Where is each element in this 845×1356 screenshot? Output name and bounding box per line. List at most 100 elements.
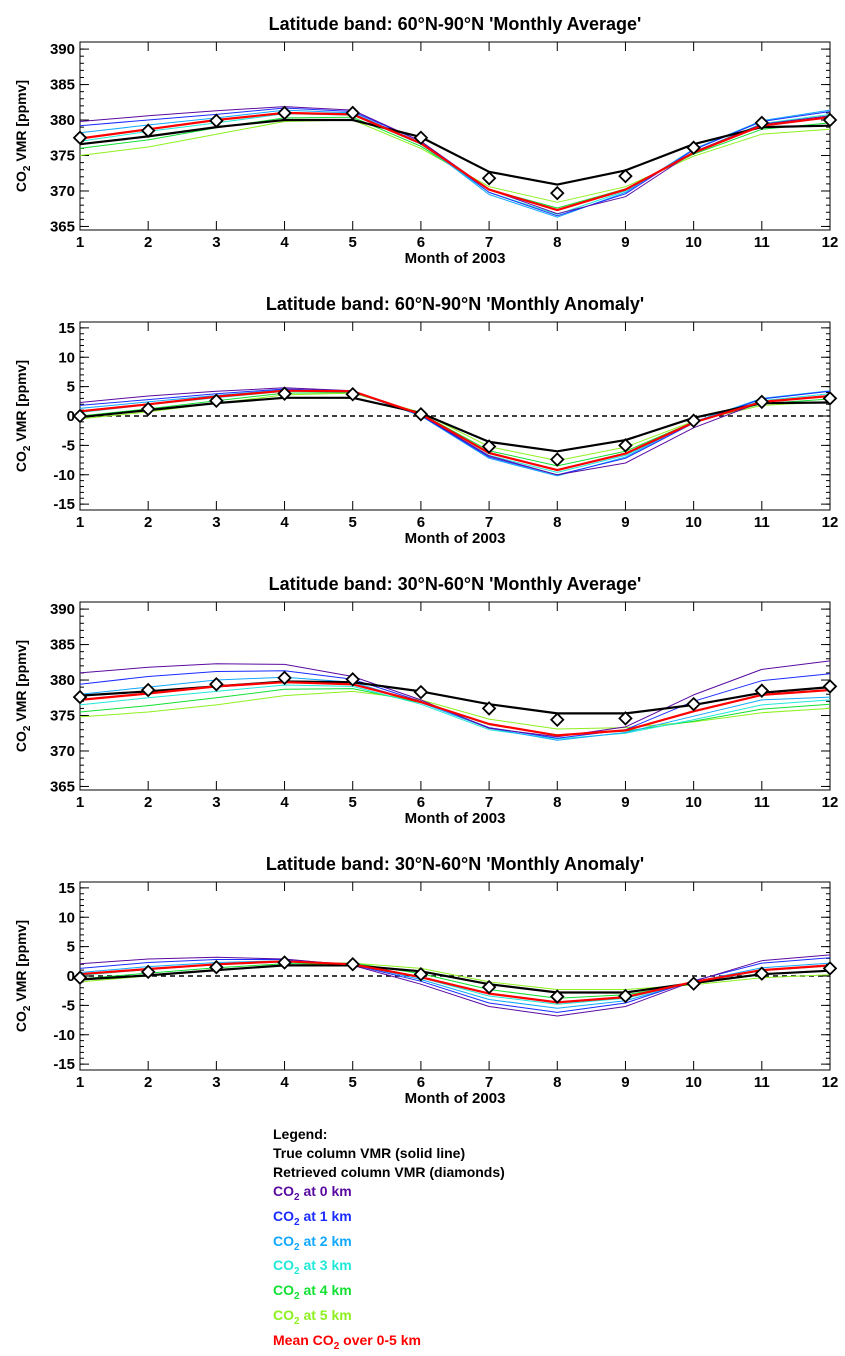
series-line-true: [79, 964, 831, 994]
retrieved-diamond: [209, 113, 224, 129]
chart-panel-1: Latitude band: 60°N-90°N 'Monthly Averag…: [13, 14, 838, 267]
retrieved-diamond: [481, 979, 497, 995]
series-line-mean: [79, 111, 831, 212]
legend-km5: CO2 at 5 km: [273, 1306, 352, 1327]
y-tick-label: -15: [53, 1056, 75, 1073]
legend-km3: CO2 at 3 km: [273, 1257, 352, 1278]
retrieved-diamond: [686, 140, 701, 155]
retrieved-diamond: [481, 439, 497, 454]
retrieved-diamond: [822, 391, 838, 406]
x-tick-label: 3: [212, 514, 220, 531]
retrieved-diamond: [686, 413, 701, 428]
x-tick-label: 9: [621, 514, 629, 531]
x-tick-label: 11: [754, 514, 770, 531]
retrieved-diamond: [481, 701, 497, 716]
x-tick-label: 10: [685, 1074, 702, 1091]
retrieved-diamond: [754, 115, 770, 131]
series-line-km4: [79, 688, 831, 736]
y-tick-label: -5: [62, 997, 75, 1014]
retrieved-diamond: [549, 989, 565, 1004]
legend-heading: Legend:: [273, 1126, 328, 1142]
series-line-km2: [79, 676, 831, 741]
x-tick-label: 1: [76, 234, 84, 251]
x-tick-label: 6: [417, 514, 425, 531]
retrieved-diamond: [618, 168, 633, 184]
retrieved-diamond: [277, 670, 292, 686]
chart-title: Latitude band: 30°N-60°N 'Monthly Anomal…: [266, 854, 644, 874]
y-tick-label: 385: [50, 637, 75, 654]
x-tick-label: 6: [417, 794, 425, 811]
x-tick-label: 2: [144, 1074, 152, 1091]
x-tick-label: 5: [349, 1074, 357, 1091]
retrieved-diamond: [277, 955, 292, 970]
chart-panel-2: Latitude band: 60°N-90°N 'Monthly Anomal…: [13, 294, 838, 547]
chart-title: Latitude band: 60°N-90°N 'Monthly Anomal…: [266, 294, 644, 314]
x-tick-label: 4: [280, 1074, 289, 1091]
retrieved-diamond: [209, 393, 224, 408]
x-tick-label: 6: [417, 234, 425, 251]
x-tick-label: 12: [822, 1074, 839, 1091]
x-tick-label: 7: [485, 794, 493, 811]
retrieved-diamond: [140, 123, 156, 138]
y-axis-label: CO2 VMR [ppmv]: [13, 80, 33, 192]
x-tick-label: 3: [212, 794, 220, 811]
x-tick-label: 5: [349, 514, 357, 531]
retrieved-diamond: [413, 406, 429, 422]
retrieved-diamond: [345, 672, 361, 687]
retrieved-diamond: [277, 105, 292, 121]
retrieved-diamond: [277, 386, 292, 401]
series-line-true: [79, 396, 831, 453]
x-tick-label: 6: [417, 1074, 425, 1091]
retrieved-diamond: [72, 130, 88, 146]
retrieved-diamond: [549, 185, 565, 201]
series-line-mean: [79, 960, 831, 1004]
chart-panel-4: Latitude band: 30°N-60°N 'Monthly Anomal…: [13, 854, 838, 1107]
retrieved-diamond: [822, 961, 838, 976]
retrieved-diamond: [549, 712, 565, 728]
y-tick-label: 365: [50, 218, 75, 235]
retrieved-diamond: [413, 684, 429, 700]
retrieved-diamond: [618, 711, 633, 726]
chart-panel-3: Latitude band: 30°N-60°N 'Monthly Averag…: [13, 574, 838, 827]
retrieved-diamond: [618, 438, 633, 453]
series-line-km0: [79, 954, 831, 1017]
x-tick-label: 10: [685, 234, 702, 251]
retrieved-diamond: [686, 696, 701, 712]
retrieved-diamond: [140, 401, 156, 417]
x-tick-label: 9: [621, 1074, 629, 1091]
y-tick-label: 10: [58, 349, 75, 366]
legend-km0: CO2 at 0 km: [273, 1183, 352, 1203]
y-tick-label: -10: [53, 467, 75, 484]
x-tick-label: 9: [621, 234, 629, 251]
x-tick-label: 3: [212, 234, 220, 251]
series-line-km0: [79, 387, 831, 476]
y-tick-label: 5: [67, 939, 75, 956]
x-tick-label: 12: [822, 234, 839, 251]
y-tick-label: 390: [50, 601, 75, 618]
retrieved-diamond: [345, 386, 361, 402]
retrieved-diamond: [72, 689, 88, 705]
y-tick-label: 5: [67, 379, 75, 396]
legend: Legend: True column VMR (solid line) Ret…: [273, 1125, 505, 1356]
x-tick-label: 5: [349, 234, 357, 251]
retrieved-diamond: [72, 408, 88, 424]
x-tick-label: 4: [280, 234, 289, 251]
retrieved-diamond: [140, 682, 156, 698]
x-tick-label: 7: [485, 234, 493, 251]
y-tick-label: 15: [58, 320, 75, 337]
chart-title: Latitude band: 60°N-90°N 'Monthly Averag…: [269, 14, 642, 34]
x-tick-label: 10: [685, 794, 702, 811]
retrieved-diamond: [345, 105, 361, 121]
series-line-mean: [79, 681, 831, 737]
x-tick-label: 9: [621, 794, 629, 811]
y-tick-label: 370: [50, 183, 75, 200]
x-tick-label: 7: [485, 1074, 493, 1091]
legend-retrieved: Retrieved column VMR (diamonds): [273, 1164, 505, 1180]
y-tick-label: -10: [53, 1027, 75, 1044]
retrieved-diamond: [618, 988, 633, 1004]
plot-frame: [79, 41, 831, 231]
retrieved-diamond: [345, 956, 361, 972]
x-tick-label: 11: [754, 794, 770, 811]
y-tick-label: 15: [58, 880, 75, 897]
